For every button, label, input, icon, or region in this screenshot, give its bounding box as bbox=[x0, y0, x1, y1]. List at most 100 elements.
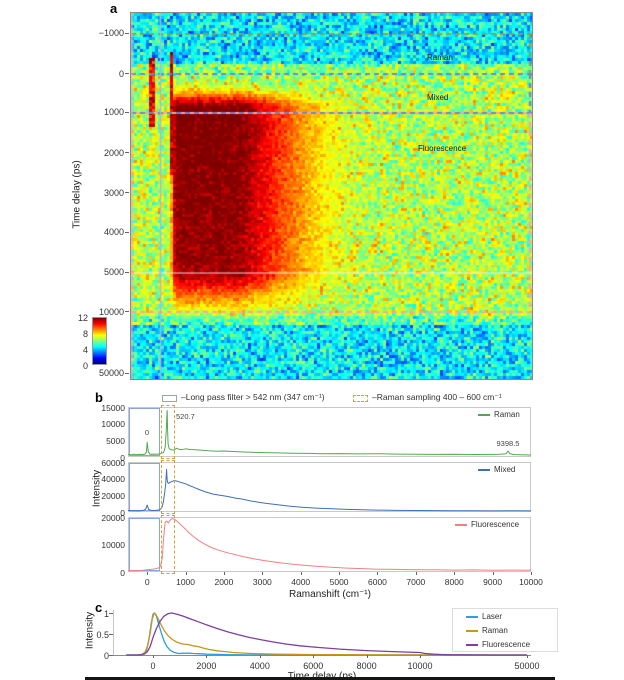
panel-b-xtickmark-5 bbox=[339, 572, 341, 575]
panel-c-xtick-0: 0 bbox=[150, 661, 156, 671]
subplot-raman-frame bbox=[128, 407, 531, 457]
panel-a-ylabel: Time delay (ps) bbox=[71, 160, 83, 229]
colorbar-tick-3: 0 bbox=[82, 360, 88, 371]
sampling-box-mixed bbox=[161, 460, 175, 514]
raman-sampling-legend-swatch bbox=[353, 395, 368, 402]
panel-a-ytick-5: 4000 bbox=[103, 227, 124, 238]
panel-b-xtickmark-9 bbox=[492, 572, 494, 575]
longpass-box-mixed bbox=[129, 463, 160, 511]
panel-b-s0-ytick-1: 10000 bbox=[101, 419, 125, 430]
raman-c-legend-line bbox=[466, 630, 478, 632]
fluorescence-spectrum-plot bbox=[128, 518, 531, 572]
panel-b-s0-ytick-0: 15000 bbox=[101, 402, 125, 413]
panel-a-ytickmark-3 bbox=[125, 152, 129, 154]
panel-b-label: b bbox=[95, 390, 103, 405]
panel-b-xtick-6: 6000 bbox=[368, 577, 387, 587]
panel-a-ytick-4: 3000 bbox=[103, 187, 124, 198]
panel-a-ytickmark-8 bbox=[125, 372, 129, 374]
panel-b-xtick-9: 9000 bbox=[483, 577, 503, 587]
annotation-9398: 9398.5 bbox=[496, 439, 520, 448]
panel-c-xlabel: Time delay (ps) bbox=[287, 671, 357, 680]
heatmap-canvas bbox=[130, 12, 533, 380]
sampling-box-fluorescence bbox=[161, 515, 175, 574]
fluorescence-c-legend-line bbox=[466, 644, 478, 646]
region-label-raman: Raman bbox=[427, 53, 453, 62]
panel-c-ytick-0: 1 bbox=[103, 608, 109, 619]
panel-b-xtick-7: 7000 bbox=[406, 577, 426, 587]
panel-a-ytickmark-1 bbox=[125, 73, 129, 75]
panel-c-xtick-1: 2000 bbox=[196, 661, 217, 671]
panel-a-ytick-0: −1000 bbox=[98, 28, 124, 39]
panel-b-xtick-10: 10000 bbox=[519, 577, 543, 587]
panel-b-s1-ytick-3: 0 bbox=[120, 507, 125, 518]
panel-c-xtickmark-1 bbox=[206, 655, 208, 658]
raman-sampling-legend-label: –Raman sampling 400 – 600 cm⁻¹ bbox=[372, 392, 502, 402]
raman-legend-line bbox=[478, 414, 490, 416]
laser-legend-line bbox=[466, 616, 478, 618]
longpass-box-raman bbox=[129, 408, 160, 456]
subplot-fluorescence-frame bbox=[128, 517, 531, 572]
panel-a-ytick-2: 1000 bbox=[103, 107, 124, 118]
panel-a-ytick-1: 0 bbox=[118, 68, 124, 79]
fluorescence-c-legend-label: Fluorescence bbox=[482, 640, 531, 649]
panel-c-ytick-2: 0 bbox=[103, 650, 109, 661]
panel-c-label: c bbox=[95, 600, 103, 615]
panel-c-xtickmark-4 bbox=[366, 655, 368, 658]
subplot-mixed-frame bbox=[128, 462, 531, 512]
panel-b-xtick-4: 4000 bbox=[291, 577, 311, 587]
panel-c-ytickmark-2 bbox=[109, 655, 113, 656]
panel-b-s0-ytick-3: 0 bbox=[120, 452, 125, 463]
raman-legend-label: Raman bbox=[494, 410, 520, 419]
panel-b-xtick-0: 0 bbox=[144, 577, 150, 587]
panel-b-s1-ytick-0: 60000 bbox=[101, 457, 125, 468]
panel-b-xtick-8: 8000 bbox=[444, 577, 464, 587]
panel-a-ytickmark-2 bbox=[125, 111, 129, 113]
panel-b-xtickmark-2 bbox=[223, 572, 225, 575]
panel-c-xtick-6: 50000 bbox=[514, 661, 540, 671]
panel-b-xtickmark-10 bbox=[531, 572, 532, 575]
panel-c-xtickmark-0 bbox=[153, 655, 155, 658]
panel-b-xtickmark-0 bbox=[147, 572, 149, 575]
panel-b-xtickmark-7 bbox=[415, 572, 417, 575]
panel-a-ytick-6: 5000 bbox=[103, 267, 124, 278]
annotation-520: 520.7 bbox=[176, 412, 195, 421]
panel-a-ytick-7: 10000 bbox=[98, 306, 124, 317]
panel-a-ytick-3: 2000 bbox=[103, 147, 124, 158]
panel-b-xtick-1: 1000 bbox=[176, 577, 196, 587]
panel-c-xtick-2: 4000 bbox=[249, 661, 270, 671]
panel-c-ytick-1: 0.5 bbox=[96, 629, 109, 640]
panel-c-ytickmark-0 bbox=[109, 613, 113, 614]
panel-b-s2-ytick-2: 0 bbox=[120, 567, 125, 578]
panel-b-s2-ytick-0: 20000 bbox=[101, 512, 125, 523]
panel-c-ytickmark-1 bbox=[109, 634, 113, 635]
panel-c-xtick-5: 10000 bbox=[407, 661, 433, 671]
panel-b-xtickmark-1 bbox=[185, 572, 187, 575]
panel-a-ytick-8: 50000 bbox=[98, 368, 124, 378]
panel-a-ytickmark-0 bbox=[125, 32, 129, 34]
panel-c-xtickmark-6 bbox=[527, 655, 528, 658]
panel-c-xtickmark-3 bbox=[313, 655, 315, 658]
panel-b-s0-ytick-2: 5000 bbox=[106, 435, 125, 446]
panel-b-xtickmark-4 bbox=[300, 572, 302, 575]
panel-c-xtickmark-2 bbox=[259, 655, 261, 658]
panel-a-ytickmark-6 bbox=[125, 271, 129, 273]
panel-b-xtick-2: 2000 bbox=[214, 577, 234, 587]
panel-b-xtick-3: 3000 bbox=[252, 577, 272, 587]
panel-c-yaxis-line bbox=[113, 610, 114, 655]
panel-c-xtick-4: 8000 bbox=[356, 661, 377, 671]
panel-a-label: a bbox=[110, 1, 118, 16]
panel-b-xtick-5: 5000 bbox=[329, 577, 349, 587]
panel-c-xtick-3: 6000 bbox=[303, 661, 324, 671]
mixed-legend-label: Mixed bbox=[494, 465, 516, 474]
panel-b-xtickmark-8 bbox=[454, 572, 456, 575]
annotation-0: 0 bbox=[144, 428, 150, 437]
longpass-legend-swatch bbox=[162, 395, 177, 402]
panel-a-ytickmark-4 bbox=[125, 192, 129, 194]
panel-b-s2-ytick-1: 10000 bbox=[101, 540, 125, 550]
mixed-legend-line bbox=[478, 469, 490, 471]
mixed-spectrum-plot bbox=[128, 469, 531, 512]
time-decay-plot bbox=[126, 612, 528, 656]
fluorescence-legend-label: Fluorescence bbox=[471, 520, 520, 529]
panel-c-xtickmark-5 bbox=[420, 655, 421, 658]
panel-b-s1-ytick-1: 40000 bbox=[101, 474, 125, 485]
